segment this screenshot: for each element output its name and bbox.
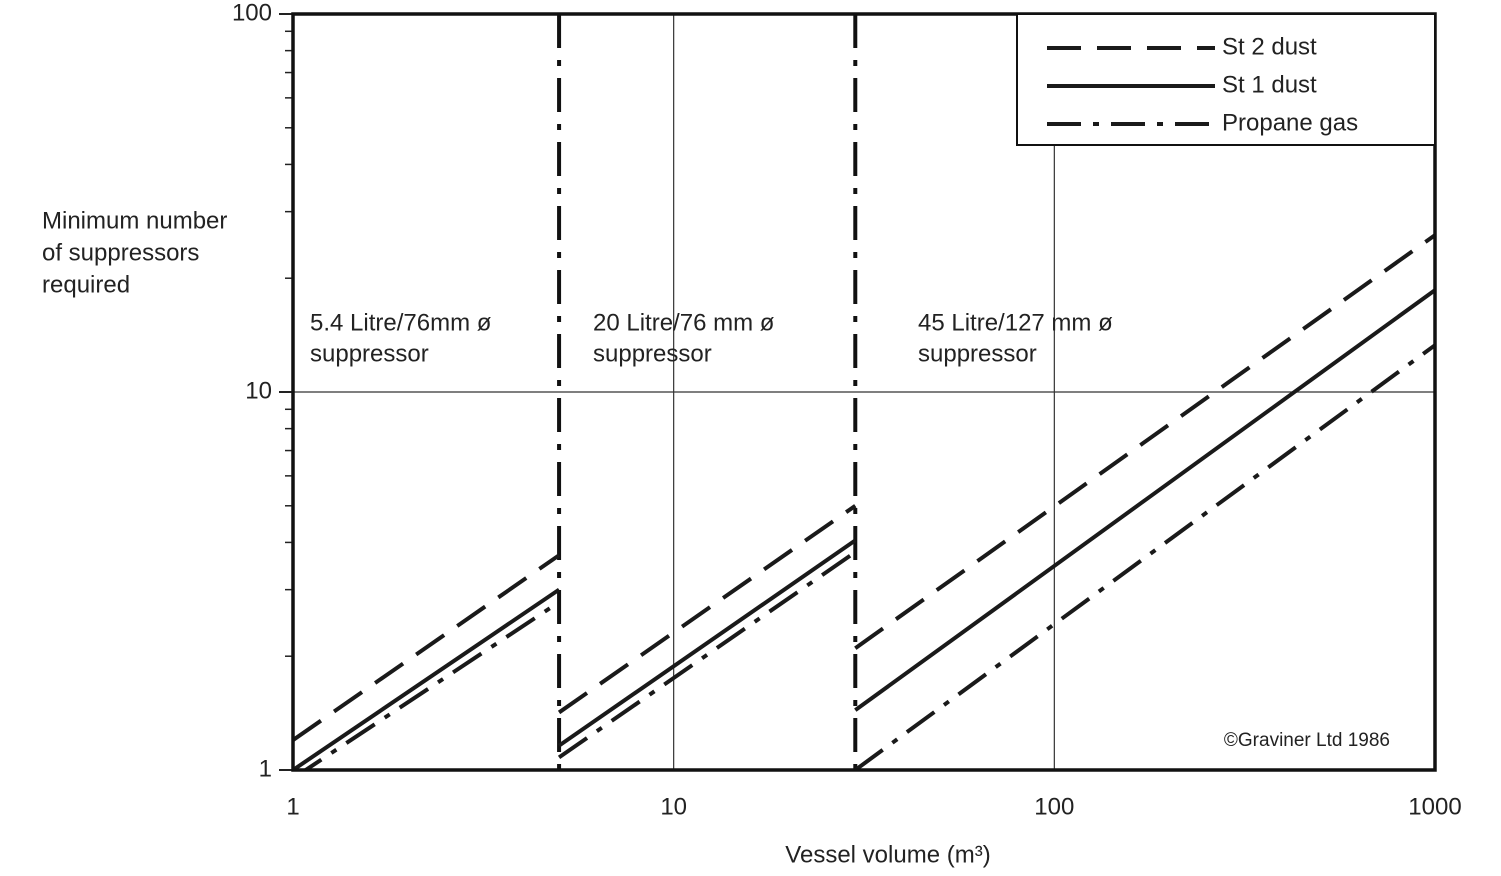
y-tick-label: 1 — [259, 755, 272, 782]
x-axis-label: Vessel volume (m³) — [785, 841, 990, 868]
credit: ©Graviner Ltd 1986 — [1224, 730, 1390, 751]
series-line — [302, 343, 1435, 770]
annotation: suppressor — [593, 340, 712, 367]
x-tick-label: 10 — [660, 793, 687, 820]
annotation: 5.4 Litre/76mm ø — [310, 309, 492, 336]
annotation: 45 Litre/127 mm ø — [918, 309, 1113, 336]
y-axis-label: Minimum number — [42, 207, 227, 234]
plot-frame — [291, 12, 1437, 772]
x-tick-label: 1 — [286, 793, 299, 820]
y-axis-label: required — [42, 271, 130, 298]
legend-box — [1016, 13, 1436, 146]
plot-area — [293, 233, 1435, 770]
annotation: suppressor — [310, 340, 429, 367]
legend-label: St 2 dust — [1222, 33, 1317, 60]
y-tick-label: 10 — [245, 377, 272, 404]
legend-label: St 1 dust — [1222, 71, 1317, 98]
series-line — [293, 288, 1435, 770]
annotation: suppressor — [918, 340, 1037, 367]
x-tick-label: 100 — [1034, 793, 1074, 820]
y-axis-label: of suppressors — [42, 239, 199, 266]
annotation: 20 Litre/76 mm ø — [593, 309, 775, 336]
x-tick-label: 1000 — [1408, 793, 1461, 820]
y-tick-label: 100 — [232, 0, 272, 26]
series-line — [293, 233, 1435, 742]
legend-label: Propane gas — [1222, 109, 1358, 136]
